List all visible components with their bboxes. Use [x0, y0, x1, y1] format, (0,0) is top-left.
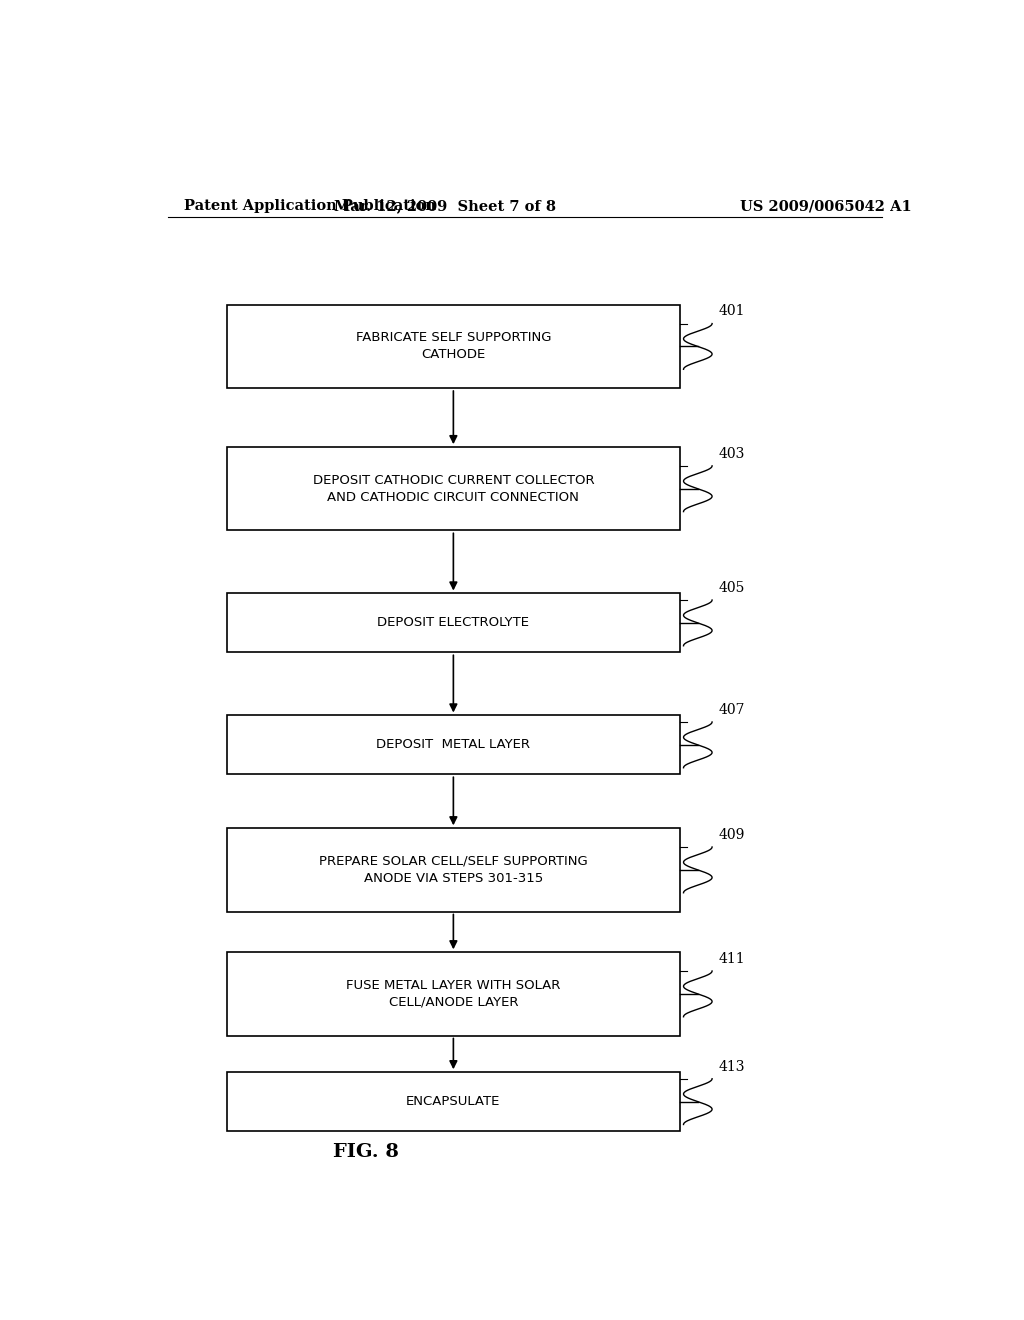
Text: Patent Application Publication: Patent Application Publication	[183, 199, 435, 213]
Text: 413: 413	[719, 1060, 744, 1073]
Text: PREPARE SOLAR CELL/SELF SUPPORTING
ANODE VIA STEPS 301-315: PREPARE SOLAR CELL/SELF SUPPORTING ANODE…	[319, 855, 588, 884]
Text: 411: 411	[719, 952, 745, 966]
Text: 409: 409	[719, 828, 744, 842]
FancyBboxPatch shape	[227, 828, 680, 912]
Text: FABRICATE SELF SUPPORTING
CATHODE: FABRICATE SELF SUPPORTING CATHODE	[355, 331, 551, 362]
Text: DEPOSIT CATHODIC CURRENT COLLECTOR
AND CATHODIC CIRCUIT CONNECTION: DEPOSIT CATHODIC CURRENT COLLECTOR AND C…	[312, 474, 594, 504]
Text: DEPOSIT ELECTROLYTE: DEPOSIT ELECTROLYTE	[378, 616, 529, 630]
Text: 401: 401	[719, 305, 744, 318]
FancyBboxPatch shape	[227, 715, 680, 775]
Text: US 2009/0065042 A1: US 2009/0065042 A1	[740, 199, 912, 213]
FancyBboxPatch shape	[227, 1072, 680, 1131]
FancyBboxPatch shape	[227, 447, 680, 531]
FancyBboxPatch shape	[227, 952, 680, 1036]
Text: DEPOSIT  METAL LAYER: DEPOSIT METAL LAYER	[377, 738, 530, 751]
Text: FUSE METAL LAYER WITH SOLAR
CELL/ANODE LAYER: FUSE METAL LAYER WITH SOLAR CELL/ANODE L…	[346, 979, 560, 1008]
Text: 407: 407	[719, 704, 744, 717]
Text: 405: 405	[719, 581, 744, 595]
Text: 403: 403	[719, 446, 744, 461]
FancyBboxPatch shape	[227, 305, 680, 388]
Text: FIG. 8: FIG. 8	[333, 1143, 399, 1162]
FancyBboxPatch shape	[227, 594, 680, 652]
Text: ENCAPSULATE: ENCAPSULATE	[407, 1096, 501, 1107]
Text: Mar. 12, 2009  Sheet 7 of 8: Mar. 12, 2009 Sheet 7 of 8	[335, 199, 556, 213]
